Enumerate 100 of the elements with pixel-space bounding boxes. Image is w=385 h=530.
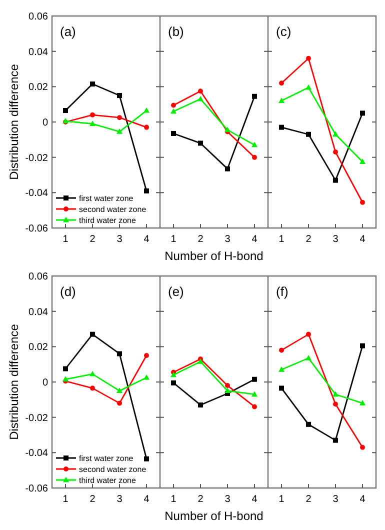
- point: [332, 391, 338, 397]
- x-tick-label: 1: [278, 234, 285, 245]
- point: [225, 383, 230, 388]
- legend-label: third water zone: [79, 216, 136, 225]
- y-tick-label: 0.06: [28, 272, 48, 282]
- point: [90, 82, 95, 87]
- point: [117, 351, 122, 356]
- point: [117, 115, 122, 120]
- point: [360, 110, 365, 116]
- point: [224, 126, 230, 132]
- point: [171, 380, 176, 386]
- y-tick-label: 0.04: [28, 46, 48, 58]
- y-tick-label: 0: [42, 378, 48, 388]
- point: [306, 354, 312, 360]
- point: [306, 132, 311, 137]
- point: [198, 402, 203, 408]
- point: [116, 388, 122, 394]
- x-tick-label: 2: [306, 494, 312, 505]
- x-tick-label: 4: [144, 494, 150, 505]
- y-tick-label: 0.02: [28, 342, 48, 354]
- point: [144, 353, 149, 358]
- x-tick-label: 3: [224, 234, 231, 245]
- point: [252, 376, 257, 382]
- point: [116, 128, 122, 134]
- annotation: (b): [168, 24, 184, 39]
- y-tick-label: 0.06: [28, 12, 48, 22]
- x-tick-label: 4: [252, 234, 258, 245]
- point: [252, 142, 258, 148]
- point: [198, 140, 203, 146]
- point: [144, 107, 150, 113]
- x-axis-title: Number of H-bond: [164, 509, 264, 523]
- point: [198, 88, 203, 94]
- point: [90, 112, 95, 118]
- annotation: (e): [168, 284, 184, 299]
- x-tick-label: 2: [90, 234, 96, 245]
- point: [62, 376, 68, 382]
- x-axis-title: Number of H-bond: [164, 249, 264, 263]
- point: [360, 343, 365, 348]
- y-tick-label: -0.02: [25, 152, 48, 164]
- point: [171, 130, 176, 136]
- point: [360, 200, 365, 205]
- x-tick-label: 3: [116, 234, 123, 245]
- point: [117, 93, 122, 98]
- point: [170, 372, 176, 378]
- point: [333, 150, 338, 155]
- point: [144, 188, 149, 194]
- point: [63, 366, 68, 372]
- point: [170, 108, 176, 114]
- point: [278, 98, 284, 103]
- point: [279, 124, 284, 130]
- point: [252, 391, 258, 397]
- x-tick-label: 4: [360, 494, 366, 505]
- y-tick-label: 0.02: [28, 82, 48, 94]
- x-tick-label: 1: [170, 494, 177, 505]
- point: [333, 438, 338, 443]
- x-tick-label: 2: [198, 234, 204, 245]
- legend-label: second water zone: [79, 204, 147, 214]
- annotation: (f): [276, 284, 288, 299]
- point: [252, 94, 257, 99]
- y-tick-label: 0: [42, 118, 48, 128]
- point: [279, 348, 284, 353]
- y-tick-label: -0.02: [25, 412, 48, 424]
- y-tick-label: -0.04: [25, 188, 48, 200]
- y-tick-label: 0.04: [28, 306, 48, 318]
- x-tick-label: 2: [306, 234, 312, 245]
- point: [117, 400, 122, 406]
- point: [306, 422, 311, 427]
- point: [252, 404, 257, 410]
- annotation: (d): [60, 284, 76, 299]
- y-tick-label: -0.06: [25, 224, 48, 234]
- x-tick-label: 4: [360, 234, 366, 245]
- point: [278, 366, 284, 372]
- x-tick-label: 3: [224, 494, 231, 505]
- y-axis-title: Distribution difference: [7, 64, 21, 180]
- point: [144, 124, 149, 130]
- y-tick-label: -0.04: [25, 448, 48, 460]
- point: [333, 402, 338, 407]
- point: [224, 388, 230, 394]
- x-tick-label: 1: [62, 234, 69, 245]
- point: [90, 120, 96, 126]
- point: [360, 444, 365, 450]
- x-tick-label: 1: [278, 494, 285, 505]
- point: [252, 154, 257, 160]
- y-tick-label: -0.06: [25, 484, 48, 494]
- x-tick-label: 3: [332, 494, 339, 505]
- x-tick-label: 2: [90, 494, 96, 505]
- x-tick-label: 4: [144, 234, 150, 245]
- point: [306, 84, 312, 90]
- point: [144, 374, 150, 380]
- x-tick-label: 3: [116, 494, 123, 505]
- point: [360, 158, 366, 164]
- legend-label: first water zone: [79, 454, 134, 463]
- point: [90, 332, 95, 337]
- annotation: (c): [276, 24, 292, 39]
- point: [90, 386, 95, 391]
- point: [225, 166, 230, 172]
- point: [360, 400, 366, 406]
- point: [279, 80, 284, 86]
- x-tick-label: 4: [252, 494, 258, 505]
- legend-label: third water zone: [79, 476, 136, 485]
